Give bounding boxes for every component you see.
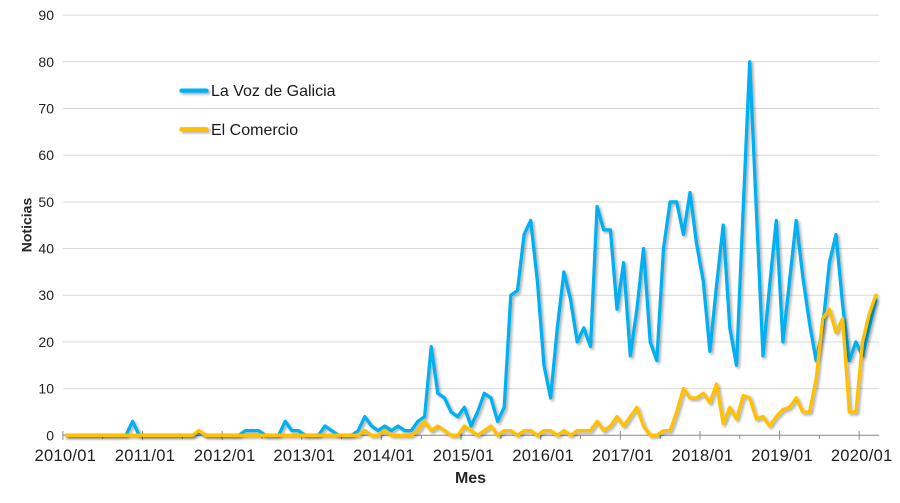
svg-text:La Voz de Galicia: La Voz de Galicia bbox=[211, 83, 336, 100]
svg-text:90: 90 bbox=[38, 7, 54, 23]
svg-text:El Comercio: El Comercio bbox=[211, 122, 298, 139]
svg-text:2020/01: 2020/01 bbox=[831, 447, 893, 465]
svg-text:Mes: Mes bbox=[455, 470, 486, 487]
svg-text:20: 20 bbox=[38, 334, 54, 350]
svg-text:2013/01: 2013/01 bbox=[273, 447, 335, 465]
svg-text:2017/01: 2017/01 bbox=[592, 447, 654, 465]
svg-text:Noticias: Noticias bbox=[19, 198, 35, 253]
svg-text:2010/01: 2010/01 bbox=[35, 447, 97, 465]
svg-text:50: 50 bbox=[38, 194, 54, 210]
svg-text:2018/01: 2018/01 bbox=[672, 447, 734, 465]
svg-text:60: 60 bbox=[38, 147, 54, 163]
svg-text:2015/01: 2015/01 bbox=[433, 447, 495, 465]
svg-text:2016/01: 2016/01 bbox=[512, 447, 574, 465]
svg-text:70: 70 bbox=[38, 101, 54, 117]
svg-text:40: 40 bbox=[38, 241, 54, 257]
svg-text:2014/01: 2014/01 bbox=[353, 447, 415, 465]
svg-text:2011/01: 2011/01 bbox=[115, 447, 176, 465]
svg-text:30: 30 bbox=[38, 287, 54, 303]
svg-text:0: 0 bbox=[46, 427, 54, 443]
svg-text:2019/01: 2019/01 bbox=[751, 447, 813, 465]
svg-text:10: 10 bbox=[38, 381, 54, 397]
svg-text:80: 80 bbox=[38, 54, 54, 70]
svg-text:2012/01: 2012/01 bbox=[194, 447, 256, 465]
